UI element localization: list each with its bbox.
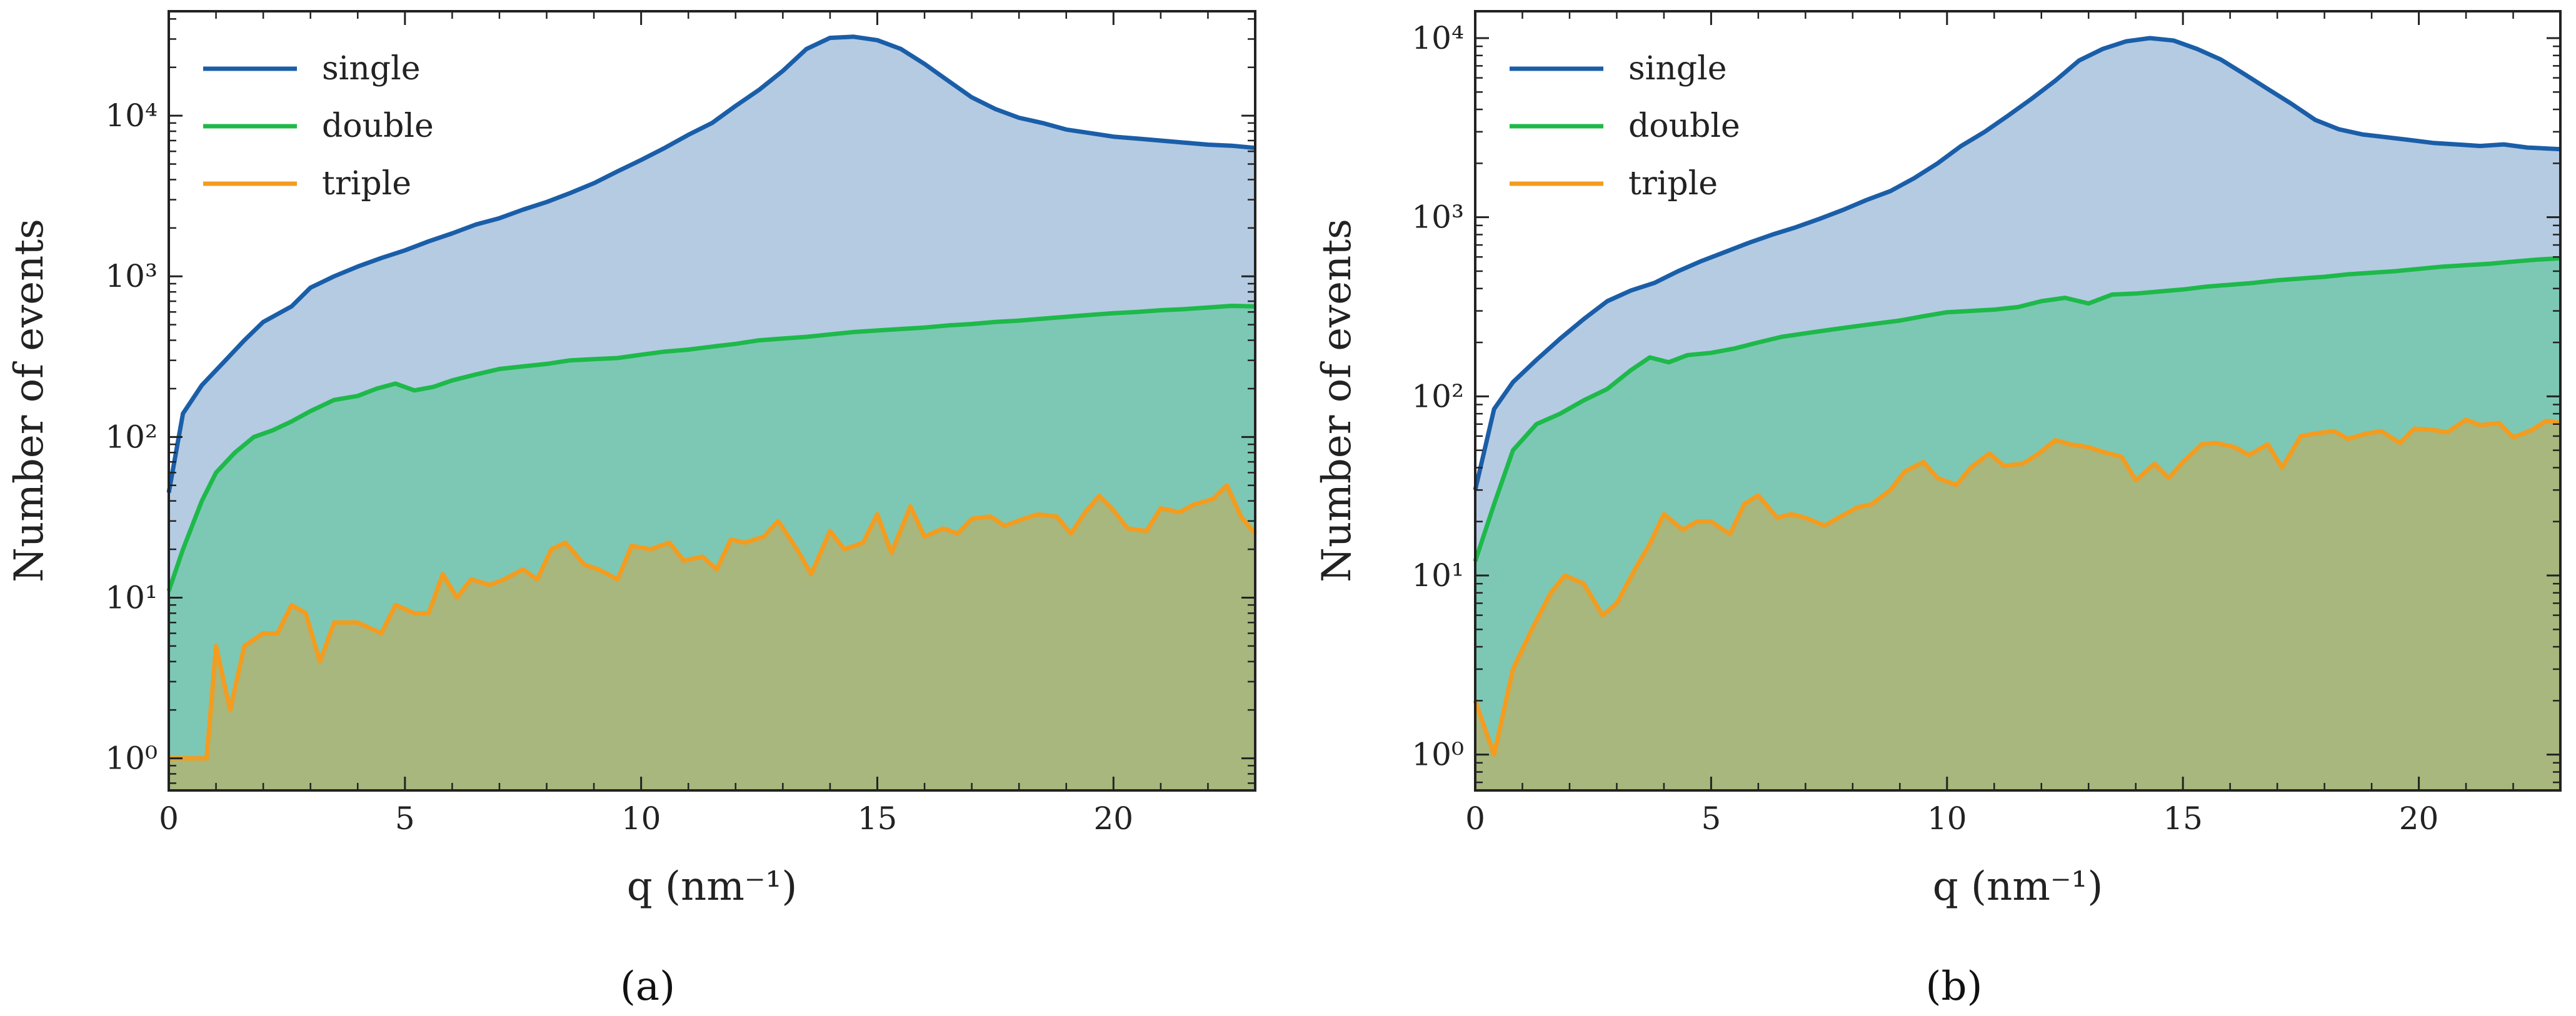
panel-label: (a) [620,964,675,1010]
chart-panel-a: 0 5 10 15 20 10⁰ 10¹ 10² 10³ 10⁴ q (nm⁻¹) Number … [6,10,1257,1010]
plot-frame [168,10,1256,792]
x-tick-label: 15 [858,800,898,837]
y-axis-label: Number of events [6,219,53,582]
x-tick-label: 10 [1927,800,1967,837]
area-fill-triple [1475,419,2560,790]
panel-label: (b) [1926,964,1983,1010]
x-axis-label: q (nm⁻¹) [1933,864,2103,910]
area-fills [169,36,1255,790]
y-tick-label: 10⁰ [1411,737,1464,773]
legend-label-triple: triple [1628,165,1718,202]
legend-label-double: double [322,107,434,145]
legend: single double triple [1510,50,1740,202]
legend-label-single: single [1628,50,1727,87]
y-tick-label: 10¹ [105,579,158,615]
area-fill-triple [169,485,1255,790]
legend-label-triple: triple [322,165,411,202]
legend-label-single: single [322,50,421,87]
y-tick-label: 10⁴ [1411,20,1464,56]
series-line-single [1473,36,2561,491]
x-tick-label: 5 [1701,800,1721,837]
legend-label-double: double [1628,107,1740,145]
y-tick-label: 10³ [105,258,158,294]
x-tick-label: 0 [1465,800,1485,837]
series-lines [1473,36,2561,757]
x-tick-label: 0 [159,800,179,837]
series-line-triple [1473,417,2561,757]
y-tick-label: 10¹ [1411,557,1464,594]
area-fills [1475,38,2560,790]
y-tick-label: 10⁰ [105,740,158,777]
tick-labels: 0 5 10 15 20 10⁰ 10¹ 10² 10³ 10⁴ [105,97,1133,837]
y-tick-label: 10⁴ [105,97,158,134]
series-line-single [166,34,1256,494]
series-line-triple [169,483,1257,761]
chart-panel-b: 0 5 10 15 20 10⁰ 10¹ 10² 10³ 10⁴ q (nm⁻¹) Number … [1314,10,2562,1010]
y-tick-label: 10² [105,419,158,455]
x-tick-label: 20 [1093,800,1133,837]
x-axis-label: q (nm⁻¹) [627,864,798,910]
plot-frame [1474,10,2562,792]
series-lines [166,34,1257,761]
x-tick-label: 15 [2163,800,2203,837]
x-tick-label: 20 [2399,800,2439,837]
y-tick-label: 10³ [1411,199,1464,236]
x-tick-label: 10 [621,800,661,837]
series-line-double [166,304,1256,592]
series-line-double [1473,256,2561,562]
legend: single double triple [203,50,434,202]
x-tick-label: 5 [395,800,415,837]
y-tick-label: 10² [1411,378,1464,414]
y-axis-label: Number of events [1314,219,1360,582]
tick-labels: 0 5 10 15 20 10⁰ 10¹ 10² 10³ 10⁴ [1411,20,2438,837]
